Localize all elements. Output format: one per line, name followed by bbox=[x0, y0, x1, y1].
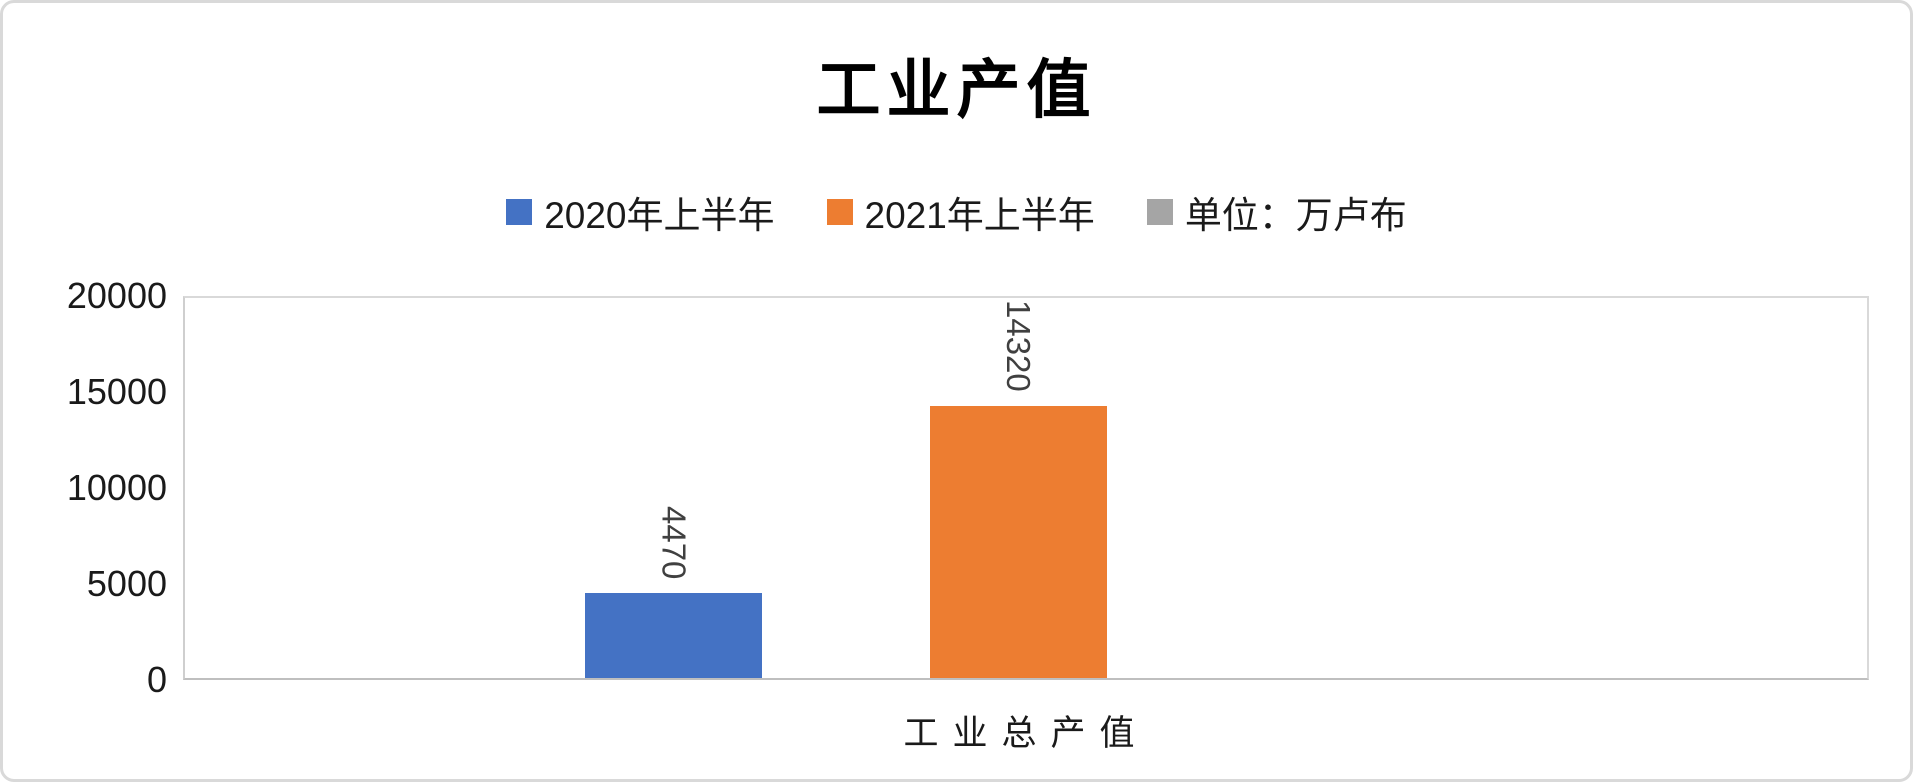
legend-label-2020: 2020年上半年 bbox=[544, 195, 775, 236]
plot-area: 4470 14320 bbox=[183, 296, 1869, 680]
chart-title: 工业产值 bbox=[816, 54, 1097, 126]
y-tick-label: 10000 bbox=[66, 467, 167, 508]
legend-swatch-2020 bbox=[506, 199, 533, 225]
legend-swatch-2021 bbox=[826, 199, 853, 225]
legend-label-2021: 2021年上半年 bbox=[864, 195, 1095, 236]
legend-item-2020: 2020年上半年 bbox=[506, 185, 775, 239]
legend-item-unit: 单位：万卢布 bbox=[1146, 185, 1407, 239]
legend: 2020年上半年 2021年上半年 单位：万卢布 bbox=[3, 185, 1910, 239]
y-tick-label: 5000 bbox=[86, 563, 167, 604]
y-tick-label: 0 bbox=[146, 659, 167, 700]
legend-label-unit: 单位：万卢布 bbox=[1184, 195, 1407, 236]
x-category-label: 工业总产值 bbox=[903, 714, 1149, 753]
y-tick-label: 15000 bbox=[66, 371, 167, 412]
bar-label-2020: 4470 bbox=[655, 505, 693, 580]
y-axis: 0 5000 10000 15000 20000 bbox=[3, 278, 167, 698]
legend-item-2021: 2021年上半年 bbox=[826, 185, 1095, 239]
bar-label-2021: 14320 bbox=[1000, 300, 1038, 392]
bar-2020: 4470 bbox=[585, 506, 763, 678]
bar-2021: 14320 bbox=[930, 300, 1108, 678]
legend-swatch-unit bbox=[1146, 199, 1173, 225]
y-tick-label: 20000 bbox=[66, 275, 167, 316]
